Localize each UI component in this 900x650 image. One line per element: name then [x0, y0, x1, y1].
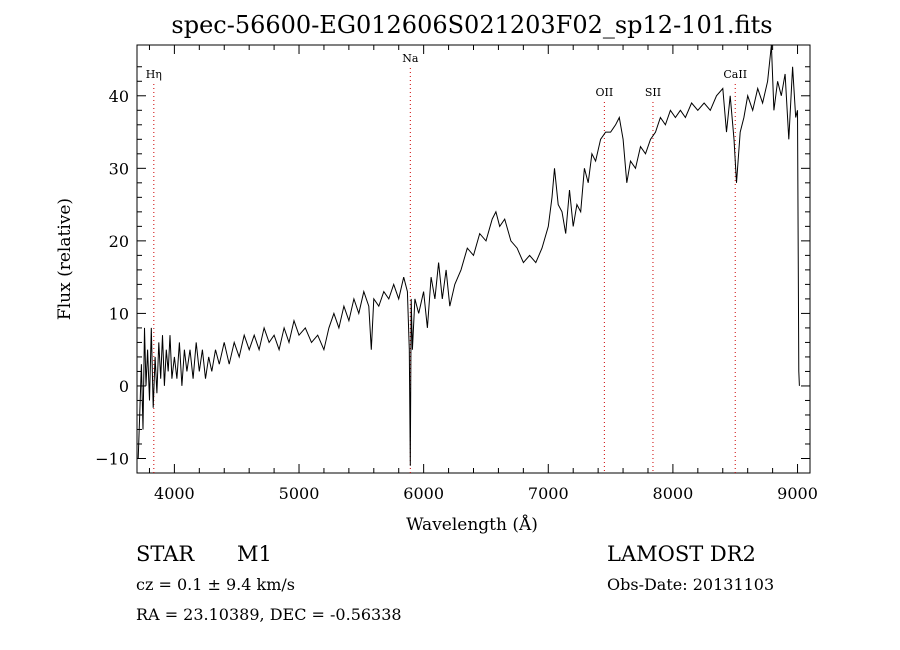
y-tick-label: 20 [109, 232, 129, 251]
x-axis-ticks: 4000 5000 6000 7000 8000 9000 [148, 45, 818, 503]
y-tick-label: 0 [119, 377, 129, 396]
spectrum-line [137, 44, 800, 466]
coordinates-label: RA = 23.10389, DEC = -0.56338 [136, 605, 402, 624]
y-tick-label: 40 [109, 87, 129, 106]
y-tick-label: −10 [95, 449, 129, 468]
y-axis-label: Flux (relative) [55, 198, 75, 320]
classification-label: STAR [136, 542, 195, 566]
redshift-label: cz = 0.1 ± 9.4 km/s [136, 575, 295, 594]
line-marker-label: SII [645, 86, 661, 99]
x-tick-label: 8000 [653, 484, 694, 503]
line-marker-label: OII [596, 86, 614, 99]
x-tick-label: 9000 [777, 484, 818, 503]
survey-label: LAMOST DR2 [607, 542, 756, 566]
chart-title: spec-56600-EG012606S021203F02_sp12-101.f… [171, 11, 772, 39]
spectral-line-markers: Hη Na OII SII CaII [146, 52, 747, 473]
x-tick-label: 4000 [154, 484, 195, 503]
x-tick-label: 6000 [403, 484, 444, 503]
subclass-label: M1 [237, 542, 272, 566]
y-tick-label: 30 [109, 159, 129, 178]
line-marker-label: Hη [146, 68, 162, 81]
line-marker-label: Na [402, 52, 419, 65]
line-marker-label: CaII [723, 68, 747, 81]
x-tick-label: 5000 [279, 484, 320, 503]
x-tick-label: 7000 [528, 484, 569, 503]
y-tick-label: 10 [109, 304, 129, 323]
obs-date-label: Obs-Date: 20131103 [607, 575, 775, 594]
y-axis-ticks: −10 0 10 20 30 40 [95, 66, 810, 468]
x-axis-label: Wavelength (Å) [406, 514, 538, 535]
